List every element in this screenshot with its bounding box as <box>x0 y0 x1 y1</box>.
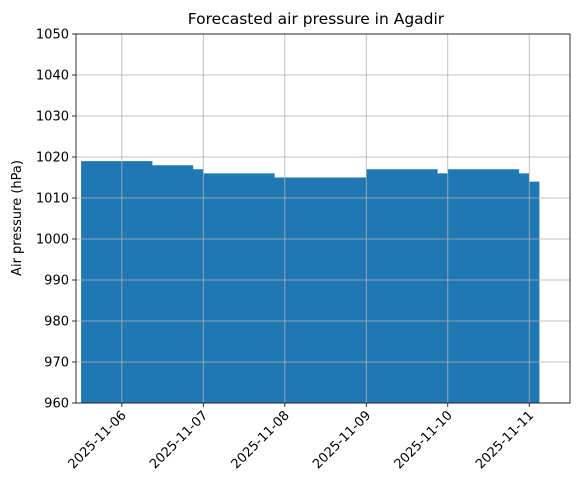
x-tick-labels: 2025-11-06 2025-11-07 2025-11-08 2025-11-09… <box>66 408 538 472</box>
y-tick-label: 1010 <box>36 192 69 207</box>
y-tick-label: 1040 <box>36 69 69 84</box>
x-tick-label: 2025-11-11 <box>473 408 537 472</box>
axes <box>72 33 571 407</box>
y-tick-label: 1020 <box>36 151 69 166</box>
pressure-area <box>81 161 540 403</box>
x-tick-label: 2025-11-08 <box>229 408 293 472</box>
y-tick-label: 970 <box>44 356 69 371</box>
x-tick-label: 2025-11-07 <box>147 408 211 472</box>
y-tick-label: 1030 <box>36 110 69 125</box>
y-tick-label: 1000 <box>36 233 69 248</box>
x-tick-label: 2025-11-06 <box>66 408 130 472</box>
y-axis-label: Air pressure (hPa) <box>10 160 25 276</box>
grid-lines <box>76 33 570 404</box>
y-tick-label: 960 <box>44 397 69 412</box>
plot-frame <box>75 33 571 404</box>
x-tick-label: 2025-11-09 <box>310 408 374 472</box>
x-tick-label: 2025-11-10 <box>392 408 456 472</box>
pressure-step-area <box>81 161 540 403</box>
y-tick-label: 1050 <box>36 28 69 43</box>
chart-title: Forecasted air pressure in Agadir <box>188 10 445 28</box>
y-tick-label: 980 <box>44 315 69 330</box>
y-tick-label: 990 <box>44 274 69 289</box>
y-tick-labels: 960 970 980 990 1000 1010 1020 1030 1040 1050 <box>36 28 69 412</box>
